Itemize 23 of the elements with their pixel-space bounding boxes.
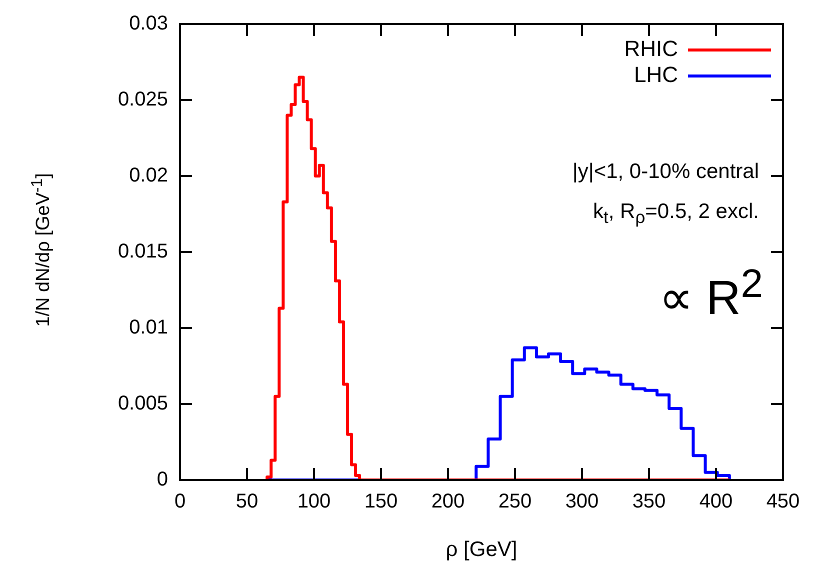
x-tick-label: 350 xyxy=(632,490,666,513)
y-tick-label: 0.025 xyxy=(118,88,168,111)
legend-label: RHIC xyxy=(624,36,678,62)
x-tick-label: 450 xyxy=(766,490,800,513)
annotation: |y|<1, 0-10% central xyxy=(572,160,759,184)
x-tick-label: 100 xyxy=(297,490,331,513)
x-tick-label: 250 xyxy=(498,490,532,513)
x-tick-label: 0 xyxy=(174,490,186,513)
y-tick-label: 0.03 xyxy=(129,12,168,35)
annotation: k$_{t}$, R$_{ρ}$=0.5, 2 excl. xyxy=(592,200,759,228)
x-axis-title: ρ [GeV] xyxy=(446,538,518,562)
x-tick-label: 50 xyxy=(236,490,258,513)
annotation: ∝ R$^{2}$ xyxy=(658,262,763,326)
x-tick-label: 300 xyxy=(565,490,599,513)
x-tick-label: 200 xyxy=(431,490,465,513)
legend-label: LHC xyxy=(634,62,678,88)
y-tick-label: 0.005 xyxy=(118,392,168,415)
y-tick-label: 0.01 xyxy=(129,316,168,339)
x-tick-label: 400 xyxy=(699,490,733,513)
x-tick-label: 150 xyxy=(364,490,398,513)
y-tick-label: 0.02 xyxy=(129,164,168,187)
y-tick-label: 0.015 xyxy=(118,240,168,263)
y-tick-label: 0 xyxy=(156,468,168,491)
